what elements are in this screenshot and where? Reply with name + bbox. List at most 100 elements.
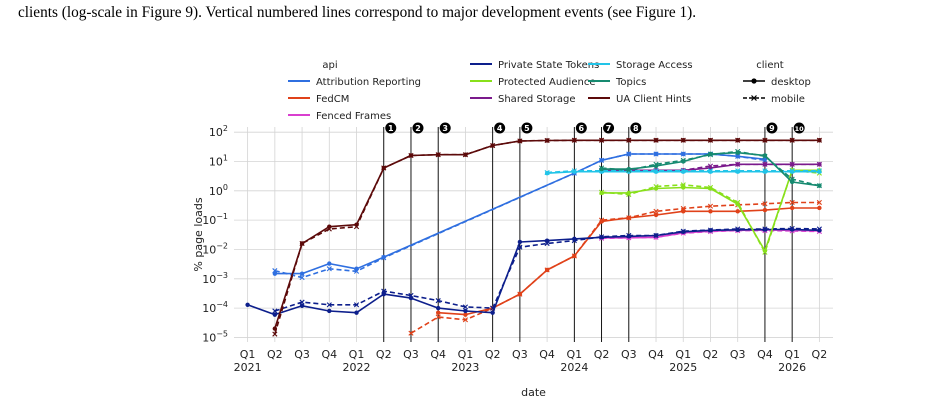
data-point-desktop	[817, 205, 822, 211]
data-point-desktop	[517, 291, 523, 297]
x-tick-label: Q3	[621, 348, 637, 361]
data-point-desktop	[735, 169, 740, 174]
x-tick-label: Q3	[294, 348, 310, 361]
data-point-desktop	[490, 310, 495, 315]
data-point-desktop	[381, 165, 386, 171]
data-point-desktop	[708, 228, 713, 233]
data-point-desktop	[299, 271, 305, 276]
data-point-desktop	[735, 209, 740, 214]
data-point-desktop	[517, 239, 523, 245]
data-point-desktop	[626, 151, 631, 157]
y-tick-label: 102	[209, 124, 228, 139]
data-point-desktop	[789, 227, 795, 232]
x-tick-label: 2025	[669, 361, 697, 374]
data-point-desktop	[436, 310, 441, 315]
x-tick-label: Q3	[403, 348, 419, 361]
x-tick-label: Q3	[730, 348, 746, 361]
data-point-mobile	[272, 331, 278, 337]
data-point-desktop	[572, 138, 577, 143]
event-label: 8	[633, 124, 639, 133]
data-point-desktop	[245, 302, 250, 307]
x-tick-label: Q2	[812, 348, 828, 361]
x-tick-label: Q2	[376, 348, 392, 361]
event-marker	[766, 122, 778, 134]
data-point-desktop	[817, 169, 822, 174]
data-point-desktop	[599, 166, 604, 172]
x-tick-label: Q4	[757, 348, 773, 361]
event-marker	[630, 122, 642, 134]
data-point-desktop	[599, 235, 604, 240]
x-tick-label: Q4	[430, 348, 446, 361]
data-point-mobile	[762, 201, 768, 207]
x-tick-label: Q1	[567, 348, 583, 361]
data-point-mobile	[462, 304, 469, 310]
data-point-desktop	[544, 170, 550, 176]
data-point-desktop	[653, 186, 659, 191]
data-point-desktop	[517, 138, 523, 144]
event-marker	[412, 122, 424, 134]
data-point-desktop	[762, 153, 768, 158]
event-marker	[385, 122, 397, 134]
data-point-desktop	[354, 222, 359, 227]
legend-marker	[751, 95, 757, 101]
data-point-desktop	[681, 209, 686, 214]
legend-entry: Attribution Reporting	[316, 77, 421, 88]
data-point-desktop	[354, 310, 359, 315]
data-point-desktop	[789, 179, 795, 185]
legend-entry: Shared Storage	[498, 94, 576, 105]
x-tick-label: 2026	[778, 361, 806, 374]
y-tick-label: 10−4	[202, 300, 228, 315]
data-point-desktop	[299, 303, 305, 309]
data-point-desktop	[490, 143, 495, 148]
legend-entry: Private State Tokens	[498, 60, 599, 71]
x-tick-label: Q2	[594, 348, 610, 361]
data-point-mobile	[353, 302, 360, 308]
data-point-desktop	[408, 295, 414, 301]
data-point-desktop	[762, 227, 768, 232]
event-marker	[494, 122, 506, 134]
data-point-desktop	[681, 185, 686, 190]
data-point-desktop	[817, 228, 822, 233]
data-point-desktop	[599, 138, 604, 143]
data-point-desktop	[436, 305, 441, 311]
data-point-mobile	[299, 274, 305, 281]
x-tick-label: Q2	[703, 348, 719, 361]
data-point-desktop	[272, 312, 278, 317]
legend-entry: Fenced Frames	[316, 111, 391, 122]
data-point-mobile	[789, 199, 795, 206]
data-point-mobile	[326, 302, 332, 308]
data-point-desktop	[272, 326, 278, 331]
event-marker	[575, 122, 587, 134]
x-tick-label: Q1	[784, 348, 800, 361]
event-label: 1	[388, 124, 394, 133]
data-point-desktop	[708, 138, 713, 143]
legend-entry: Protected Audience	[498, 77, 595, 88]
series-line-desktop	[247, 228, 820, 316]
data-point-desktop	[653, 163, 659, 169]
data-point-desktop	[626, 215, 631, 221]
x-tick-label: Q1	[240, 348, 256, 361]
data-point-desktop	[681, 229, 686, 235]
data-point-desktop	[681, 151, 686, 157]
data-point-desktop	[463, 308, 468, 314]
y-tick-label: 101	[209, 153, 228, 168]
data-point-desktop	[327, 261, 332, 266]
data-point-desktop	[735, 154, 740, 159]
data-point-desktop	[327, 308, 332, 314]
legend-title-api: api	[322, 60, 337, 71]
y-tick-label: 10−5	[202, 329, 228, 344]
legend-entry: mobile	[771, 94, 805, 105]
data-point-mobile	[435, 314, 441, 320]
data-point-desktop	[381, 291, 386, 297]
data-point-desktop	[735, 138, 740, 143]
data-point-desktop	[544, 138, 550, 143]
data-point-mobile	[435, 298, 441, 304]
data-point-desktop	[599, 158, 604, 163]
data-point-desktop	[789, 205, 795, 211]
x-tick-label: Q1	[458, 348, 474, 361]
data-point-desktop	[599, 219, 604, 224]
event-marker	[603, 122, 615, 134]
data-point-desktop	[354, 266, 359, 271]
data-point-desktop	[708, 169, 713, 174]
